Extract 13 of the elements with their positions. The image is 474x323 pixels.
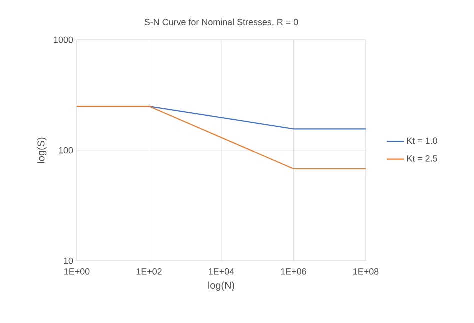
- x-tick-label: 1E+04: [209, 268, 234, 275]
- y-tick-label: 1000: [54, 36, 74, 44]
- x-axis-title: log(N): [208, 282, 234, 291]
- legend-label: Kt = 2.5: [407, 155, 438, 162]
- y-tick-label: 100: [59, 147, 74, 154]
- x-tick-label: 1E+02: [136, 268, 162, 275]
- x-tick-label: 1E+00: [64, 268, 90, 275]
- chart-title: S-N Curve for Nominal Stresses, R = 0: [144, 18, 298, 27]
- x-tick-label: 1E+08: [354, 268, 379, 275]
- legend-label: Kt = 1.0: [407, 138, 438, 144]
- y-axis-title: log(S): [37, 138, 47, 164]
- x-tick-label: 1E+06: [281, 268, 306, 275]
- y-tick-label: 10: [64, 258, 74, 264]
